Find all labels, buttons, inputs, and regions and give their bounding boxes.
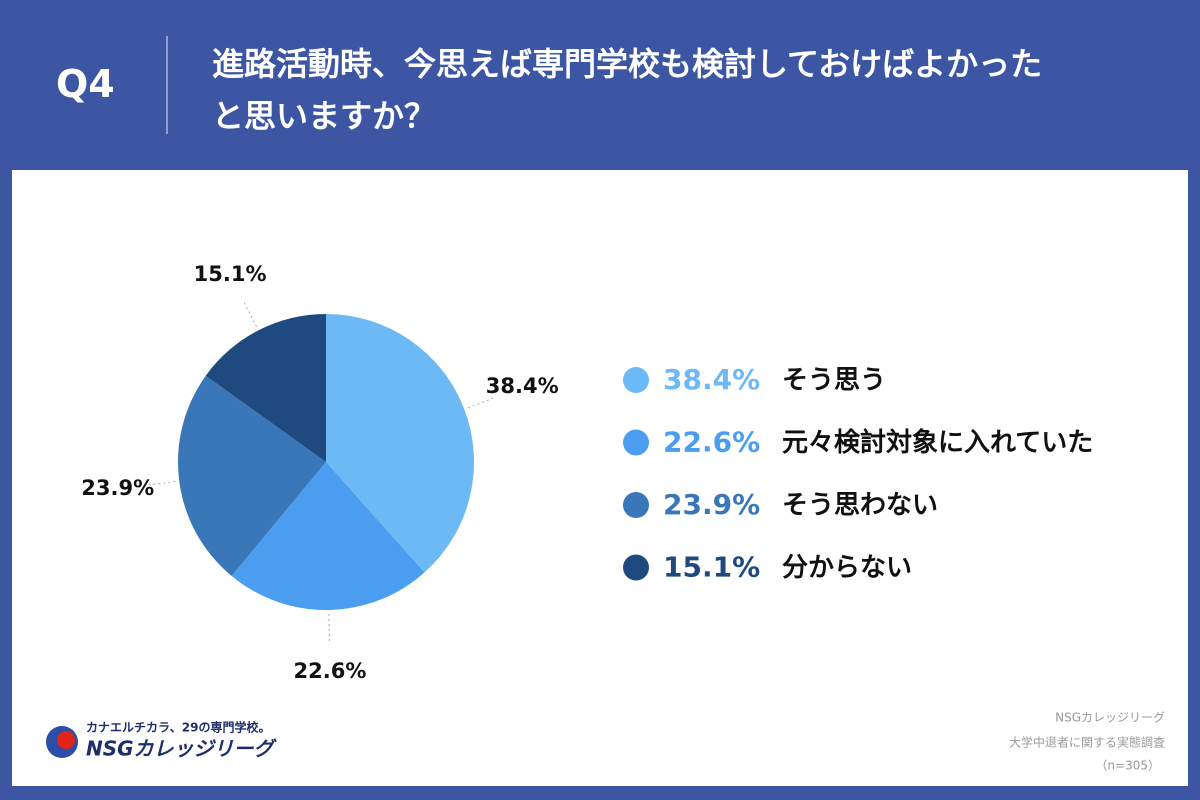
data-label: 23.9%	[81, 476, 154, 500]
legend-value: 23.9%	[663, 488, 760, 521]
data-label: 38.4%	[486, 374, 559, 398]
leader-line	[328, 613, 330, 642]
legend-value: 15.1%	[663, 551, 760, 584]
source: NSGカレッジリーグ	[1055, 711, 1165, 725]
chart-title: 進路活動時、今思えば専門学校も検討しておけばよかったと思いますか？	[212, 45, 1043, 135]
legend-label: そう思う	[782, 366, 886, 396]
legend-label: 分からない	[782, 553, 912, 583]
legend-label: そう思わない	[782, 491, 938, 521]
source: 大学中退者に関する実態調査	[1009, 735, 1165, 750]
data-label: 22.6%	[294, 659, 367, 683]
legend-marker	[623, 367, 649, 393]
question-number: Q4	[56, 62, 115, 106]
pie-slice	[231, 462, 425, 610]
pie-slice	[178, 375, 326, 577]
pie-slice	[326, 314, 475, 573]
leader-line	[243, 301, 258, 328]
divider	[166, 36, 168, 134]
data-label: 15.1%	[194, 262, 267, 286]
logo: カナエルチカラ、29の専門学校。 NSGカレッジリーグ	[46, 720, 278, 761]
legend-marker	[623, 492, 649, 518]
pie-slice	[205, 314, 326, 462]
leader-line	[467, 397, 495, 409]
tagline: カナエルチカラ、29の専門学校。	[86, 720, 270, 735]
brand: NSGカレッジリーグ	[86, 737, 278, 761]
legend-label: 元々検討対象に入れていた	[782, 427, 1093, 458]
legend-marker	[623, 554, 649, 581]
legend-value: 22.6%	[663, 426, 760, 459]
source: （n=305）	[1095, 759, 1160, 773]
legend-value: 38.4%	[663, 363, 760, 396]
legend-marker	[623, 429, 649, 456]
